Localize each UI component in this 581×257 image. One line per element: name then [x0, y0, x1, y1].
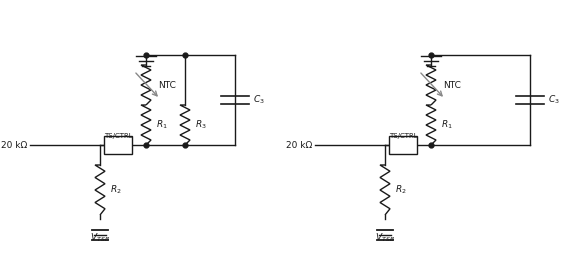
Text: NTC: NTC	[443, 80, 461, 89]
Text: TS/CTRL: TS/CTRL	[389, 133, 417, 139]
Text: $R_1$: $R_1$	[441, 119, 453, 131]
Text: $R_2$: $R_2$	[395, 184, 407, 196]
Text: $R_1$: $R_1$	[156, 119, 168, 131]
Text: $C_3$: $C_3$	[548, 94, 560, 106]
Text: $V_{TSB}$: $V_{TSB}$	[90, 232, 110, 244]
Text: 20 kΩ: 20 kΩ	[1, 141, 27, 150]
Text: TS/CTRL: TS/CTRL	[103, 133, 132, 139]
Text: $V_{TSB}$: $V_{TSB}$	[375, 232, 395, 244]
Bar	[389, 136, 417, 154]
Text: 20 kΩ: 20 kΩ	[286, 141, 312, 150]
Text: $R_2$: $R_2$	[110, 184, 121, 196]
Text: $R_3$: $R_3$	[195, 119, 207, 131]
Bar	[104, 136, 132, 154]
Text: NTC: NTC	[158, 80, 176, 89]
Text: $C_3$: $C_3$	[253, 94, 265, 106]
